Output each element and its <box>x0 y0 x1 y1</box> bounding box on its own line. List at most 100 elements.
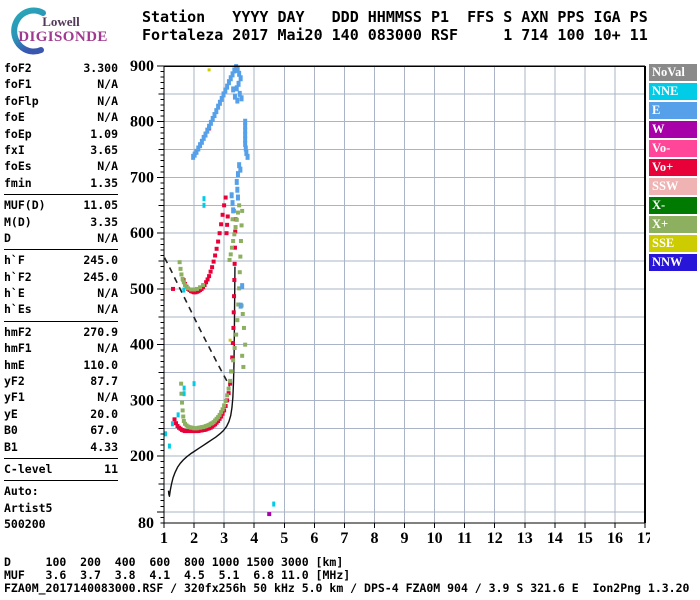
param-value: 1.35 <box>90 175 118 190</box>
legend-item-e: E <box>649 102 697 119</box>
header-values-line: Fortaleza 2017 Mai20 140 083000 RSF 1 71… <box>142 25 648 44</box>
legend-item-vo: Vo- <box>649 140 697 157</box>
param-value: N/A <box>97 110 118 125</box>
param-row: fxI 3.65 <box>4 142 118 158</box>
param-value: 11.05 <box>83 198 118 213</box>
param-value: 3.300 <box>83 61 118 75</box>
dashed-curve <box>163 257 231 387</box>
muf-distance-row: D 100 200 400 600 800 1000 1500 3000 [km… <box>4 555 344 569</box>
param-divider <box>4 194 118 196</box>
param-label: h`Es <box>4 302 32 317</box>
legend-item-w: W <box>649 121 697 138</box>
logo-text-digisonde: DIGISONDE <box>18 29 108 45</box>
direction-legend: NoVal NNE E W Vo- Vo+ SSW X- X+ SSE NNW <box>649 64 697 273</box>
param-divider <box>4 249 118 251</box>
param-row: foEs N/A <box>4 158 118 174</box>
param-value: 245.0 <box>83 269 118 284</box>
legend-item-nne: NNE <box>649 83 697 100</box>
param-divider <box>4 320 118 322</box>
param-value: 245.0 <box>83 253 118 268</box>
legend-item-x: X- <box>649 197 697 214</box>
logo-arc-icon <box>11 7 46 55</box>
param-label: M(D) <box>4 214 32 229</box>
x-tick-label: 15 <box>577 530 593 547</box>
param-divider <box>4 480 118 482</box>
param-value: 11 <box>104 461 118 476</box>
param-row: h`F2 245.0 <box>4 269 118 285</box>
params-panel: foF2 3.300 foF1 N/A foFlp N/A foE N/A foEp 1.09 fx… <box>4 60 118 533</box>
trace-spread-F-echoes-E <box>191 64 250 309</box>
param-row: hmF1 N/A <box>4 340 118 356</box>
x-tick-label: 13 <box>517 530 533 547</box>
station-header: Station YYYY DAY DDD HHMMSS P1 FFS S AXN… <box>142 8 648 44</box>
param-value: 3.35 <box>90 214 118 229</box>
param-row: foE N/A <box>4 109 118 125</box>
y-tick-label: 200 <box>130 448 154 465</box>
x-tick-label: 7 <box>340 530 348 547</box>
param-label: foF1 <box>4 77 32 92</box>
param-label: h`E <box>4 286 25 301</box>
param-row: h`Es N/A <box>4 301 118 317</box>
x-tick-label: 8 <box>370 530 378 547</box>
x-tick-label: 9 <box>401 530 409 547</box>
param-label: hmF1 <box>4 341 32 356</box>
param-row: yF1 N/A <box>4 389 118 405</box>
param-value: 87.7 <box>90 374 118 389</box>
x-tick-label: 4 <box>250 530 258 547</box>
param-row: B1 4.33 <box>4 439 118 455</box>
axes <box>157 65 646 529</box>
muf-values-row: MUF 3.6 3.7 3.8 4.1 4.5 5.1 6.8 11.0 [MH… <box>4 568 351 583</box>
legend-item-noval: NoVal <box>649 64 697 81</box>
param-value: N/A <box>97 93 118 108</box>
param-value: N/A <box>97 302 118 317</box>
y-tick-label: 900 <box>130 58 154 75</box>
param-value: 270.9 <box>83 324 118 339</box>
param-divider <box>4 457 118 459</box>
param-value: 110.0 <box>83 357 118 372</box>
param-row: foF1 N/A <box>4 76 118 92</box>
param-row: 500200 <box>4 516 118 532</box>
param-row: foEp 1.09 <box>4 126 118 142</box>
param-value: N/A <box>97 77 118 92</box>
param-row: Auto: <box>4 483 118 499</box>
param-row: hmE 110.0 <box>4 357 118 373</box>
legend-item-vo: Vo+ <box>649 159 697 176</box>
trace-scattered-echoes-W <box>267 512 272 517</box>
legend-item-x: X+ <box>649 216 697 233</box>
footer-status: D 100 200 400 600 800 1000 1500 3000 [km… <box>4 555 689 596</box>
param-row: Artist5 <box>4 500 118 516</box>
y-tick-label: 500 <box>130 281 154 298</box>
param-row: C-level 11 <box>4 461 118 477</box>
logo-text-lowell: Lowell <box>42 14 80 29</box>
param-label: 500200 <box>4 517 46 532</box>
param-value: N/A <box>97 390 118 405</box>
param-label: MUF(D) <box>4 198 46 213</box>
param-label: C-level <box>4 461 53 476</box>
param-label: foE <box>4 110 25 125</box>
param-label: hmF2 <box>4 324 32 339</box>
y-tick-label: 600 <box>130 225 154 242</box>
param-label: Artist5 <box>4 500 53 515</box>
param-label: yE <box>4 406 18 421</box>
param-value: 4.33 <box>90 439 118 454</box>
param-label: foFlp <box>4 93 39 108</box>
param-label: fmin <box>4 175 32 190</box>
param-value: N/A <box>97 341 118 356</box>
y-tick-label: 400 <box>130 337 154 354</box>
param-row: hmF2 270.9 <box>4 324 118 340</box>
param-row: h`F 245.0 <box>4 252 118 268</box>
header-columns-line: Station YYYY DAY DDD HHMMSS P1 FFS S AXN… <box>142 8 648 26</box>
param-label: yF1 <box>4 390 25 405</box>
param-value: 1.09 <box>90 126 118 141</box>
lowell-digisonde-logo: Lowell DIGISONDE <box>8 5 128 55</box>
trace-scattered-echoes-SSE <box>207 68 232 342</box>
param-row: foFlp N/A <box>4 93 118 109</box>
y-tick-label: 700 <box>130 169 154 186</box>
param-row: h`E N/A <box>4 285 118 301</box>
param-row: D N/A <box>4 230 118 246</box>
y-tick-label: 300 <box>130 392 154 409</box>
y-tick-label: 800 <box>130 114 154 131</box>
legend-item-ssw: SSW <box>649 178 697 195</box>
